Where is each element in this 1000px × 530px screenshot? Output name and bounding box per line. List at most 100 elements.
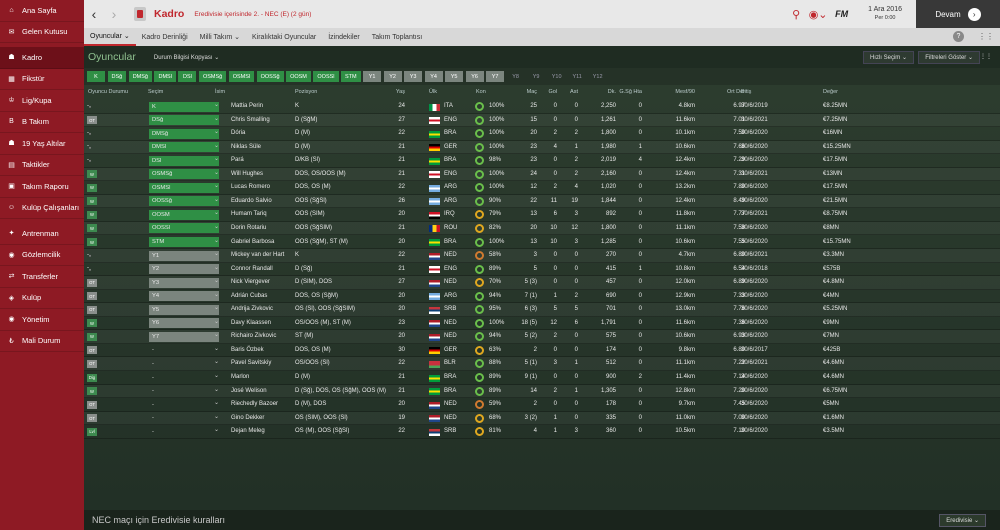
selection-dropdown[interactable]: - (152, 360, 154, 367)
table-row[interactable]: OT Y4 ⌄ Adrián Cubas DOS, OS (SğM) 20 ARG 94% 7 … (84, 290, 1000, 304)
player-name[interactable]: Pavel Savitskiy (231, 360, 272, 367)
player-name[interactable]: Dorin Rotariu (231, 224, 267, 231)
chevron-down-icon[interactable]: ⌄ (214, 115, 220, 122)
forward-button[interactable]: › (111, 6, 117, 22)
sidebar-item-fixtures[interactable]: ▦ Fikstür (0, 69, 84, 90)
position-chip[interactable]: OSMSğ (198, 71, 227, 82)
column-header[interactable]: Maç (526, 89, 537, 95)
player-name[interactable]: Richairo Zivkovic (231, 333, 277, 340)
column-header[interactable]: Ast (570, 89, 578, 95)
player-name[interactable]: Chris Smalling (231, 116, 270, 123)
position-chip[interactable]: Y8 (512, 73, 519, 80)
sidebar-item-u19[interactable]: ☗ 19 Yaş Altılar (0, 133, 84, 155)
column-header[interactable]: Değer (823, 89, 838, 95)
player-name[interactable]: Lucas Romero (231, 184, 271, 191)
selection-dropdown[interactable]: K (149, 101, 219, 112)
player-name[interactable]: Davy Klaassen (231, 319, 272, 326)
player-name[interactable]: Humam Tariq (231, 211, 267, 218)
table-row[interactable]: OT Y3 ⌄ Nick Viergever D (SIM), DOS 27 NED 70% 5… (84, 276, 1000, 290)
position-chip[interactable]: OOSSl (313, 71, 339, 82)
table-row[interactable]: ● - DSl ⌄ Pará D/KB (Sl) 21 BRA 98% 23 0 2 2,019 4 12.… (84, 154, 1000, 168)
position-chip[interactable]: Y9 (532, 73, 540, 80)
position-chip[interactable]: Y7 (486, 71, 505, 82)
table-row[interactable]: W Y6 ⌄ Davy Klaassen OS/OOS (M), ST (M) 23 NED… (84, 317, 1000, 331)
status-badge[interactable]: OT (87, 292, 97, 301)
position-chip[interactable]: Y4 (424, 71, 443, 82)
position-chip[interactable]: DMSğ (128, 71, 152, 82)
quick-pick-button[interactable]: Hızlı Seçim ⌄ (862, 51, 914, 64)
help-icon[interactable]: ? (953, 31, 964, 42)
chevron-down-icon[interactable]: ⌄ (214, 251, 220, 258)
position-chip[interactable]: Y6 (465, 71, 484, 82)
column-header[interactable]: İsim (215, 89, 226, 95)
selection-dropdown[interactable]: Y2 (149, 264, 219, 275)
player-name[interactable]: Mattia Perin (231, 103, 264, 109)
chevron-down-icon[interactable]: ⌄ (214, 386, 220, 393)
table-row[interactable]: OT - ⌄ Gino Dekker OS (SIM), OOS (Sl) 19 NED 68… (84, 411, 1000, 426)
selection-dropdown[interactable]: DSğ (149, 115, 219, 126)
status-badge[interactable]: Lvl (87, 427, 97, 436)
selection-dropdown[interactable]: Y7 (149, 331, 219, 342)
selection-dropdown[interactable]: - (152, 374, 154, 381)
chevron-down-icon[interactable]: ⌄ (214, 305, 220, 312)
selection-dropdown[interactable]: Y5 (149, 304, 219, 315)
status-badge[interactable]: OT (87, 278, 97, 287)
selection-dropdown[interactable]: DMSğ (149, 128, 219, 139)
table-row[interactable]: OT DSğ ⌄ Chris Smalling D (SğM) 27 ENG 100% 15 0 0… (84, 113, 1000, 128)
competition-dropdown[interactable]: Eredivisie ⌄ (939, 514, 986, 527)
grid-menu-icon[interactable]: ⋮⋮ (978, 32, 994, 41)
table-row[interactable]: ● - K ⌄ Mattia Perin K 24 ITA 100% 25 0 0 2,250 0 4.8k… (84, 100, 1000, 114)
status-badge[interactable]: W (87, 224, 97, 233)
show-filters-button[interactable]: Filtreleri Göster ⌄ (918, 51, 980, 64)
column-header[interactable]: Dk. (607, 89, 616, 95)
selection-dropdown[interactable]: OOSM (149, 209, 219, 220)
player-name[interactable]: Riechedly Bazoer (231, 401, 279, 408)
position-chip[interactable]: STM (341, 71, 361, 82)
player-name[interactable]: Will Hughes (231, 170, 264, 177)
status-badge[interactable]: OT (87, 414, 97, 423)
selection-dropdown[interactable]: Y3 (149, 277, 219, 288)
status-badge[interactable]: W (87, 170, 97, 179)
search-icon[interactable]: ⚲ (792, 8, 801, 21)
status-badge[interactable]: OT (87, 346, 97, 355)
column-header[interactable]: Gol (548, 89, 557, 95)
view-dropdown[interactable]: Durum Bilgisi Kopyası ⌄ (153, 54, 220, 61)
status-badge[interactable]: W (87, 238, 97, 246)
sidebar-item-inbox[interactable]: ✉ Gelen Kutusu (0, 22, 84, 43)
player-name[interactable]: Baris Özbek (231, 346, 264, 353)
status-badge[interactable]: OT (87, 116, 97, 125)
tab-0[interactable]: Oyuncular ⌄ (84, 28, 136, 46)
sidebar-item-squad[interactable]: ☗ Kadro (0, 47, 84, 69)
tab-3[interactable]: Kiralıktaki Oyuncular (252, 33, 317, 41)
more-options-icon[interactable]: ⋮⋮ (980, 54, 992, 60)
table-row[interactable]: ● - DMSğ ⌄ Dória D (M) 22 BRA 100% 20 2 2 1,800 0 10.1… (84, 127, 1000, 141)
player-name[interactable]: José Welison (231, 387, 267, 394)
selection-dropdown[interactable]: Y4 (149, 291, 219, 302)
position-chip[interactable]: DSl (178, 71, 197, 82)
status-badge[interactable]: Dig (87, 373, 97, 382)
player-name[interactable]: Niklas Süle (231, 143, 262, 150)
selection-dropdown[interactable]: - (152, 347, 154, 354)
tab-2[interactable]: Milli Takım ⌄ (199, 34, 240, 41)
player-name[interactable]: Dejan Meleg (231, 428, 265, 435)
position-chip[interactable]: Y11 (572, 73, 582, 80)
player-name[interactable]: Eduardo Salvio (231, 197, 272, 204)
club-menu-icon[interactable]: ◉⌄ (808, 8, 828, 21)
chevron-down-icon[interactable]: ⌄ (214, 332, 220, 339)
chevron-down-icon[interactable]: ⌄ (214, 278, 220, 285)
sidebar-item-home[interactable]: ⌂ Ana Sayfa (0, 0, 84, 22)
chevron-down-icon[interactable]: ⌄ (214, 237, 220, 244)
chevron-down-icon[interactable]: ⌄ (214, 359, 220, 366)
back-button[interactable]: ‹ (91, 6, 97, 22)
player-name[interactable]: Nick Viergever (231, 279, 270, 286)
player-name[interactable]: Dória (231, 130, 246, 137)
player-name[interactable]: Connor Randall (231, 265, 273, 272)
selection-dropdown[interactable]: STM (149, 237, 219, 247)
table-row[interactable]: W STM ⌄ Gabriel Barbosa OOS (SğM), ST (M) 20 B… (84, 236, 1000, 249)
position-chip[interactable]: DMSl (154, 71, 176, 82)
